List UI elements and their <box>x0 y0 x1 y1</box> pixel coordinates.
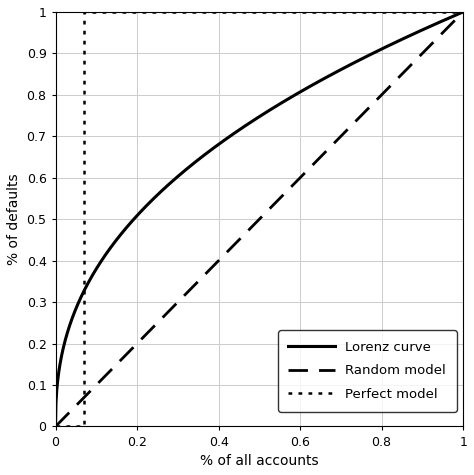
Legend: Lorenz curve, Random model, Perfect model: Lorenz curve, Random model, Perfect mode… <box>278 330 456 411</box>
X-axis label: % of all accounts: % of all accounts <box>200 454 319 468</box>
Y-axis label: % of defaults: % of defaults <box>7 173 21 265</box>
